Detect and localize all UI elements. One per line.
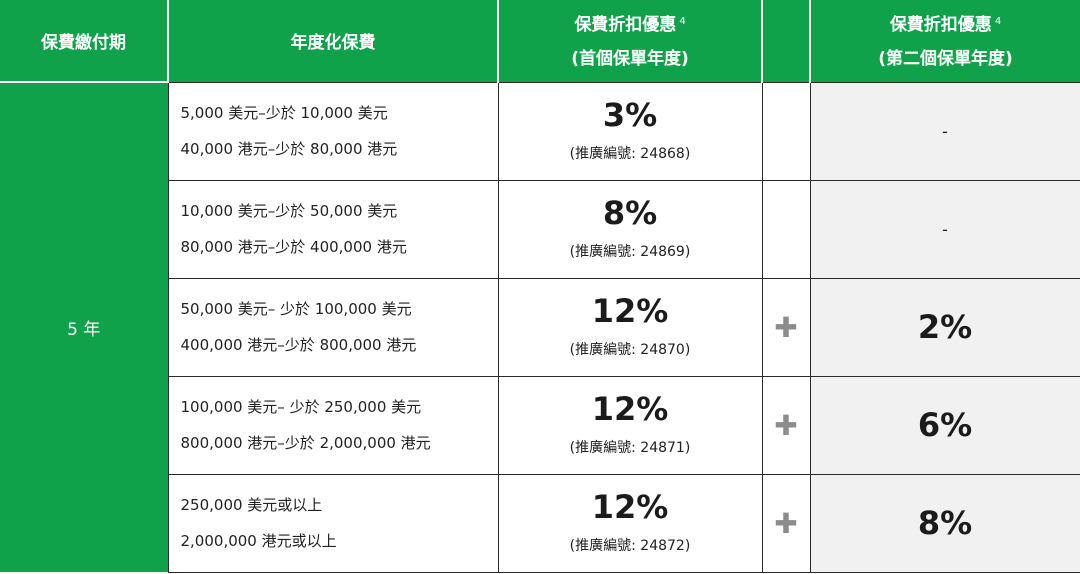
table-row: 10,000 美元–少於 50,000 美元 80,000 港元–少於 400,0…: [0, 179, 1080, 279]
footnote-mark: 4: [994, 16, 1002, 28]
first-year-discount: 12% (推廣編號: 24872): [497, 473, 763, 573]
plus-icon: ✚: [761, 277, 811, 377]
second-year-discount: 6%: [809, 375, 1080, 475]
second-year-discount: -: [809, 81, 1080, 181]
first-year-discount: 12% (推廣編號: 24870): [497, 277, 763, 377]
first-year-discount: 12% (推廣編號: 24871): [497, 375, 763, 475]
header-second-year: 保費折扣優惠 4 (第二個保單年度): [810, 0, 1080, 82]
second-year-discount: 8%: [809, 473, 1080, 573]
plus-icon: ✚: [761, 375, 811, 475]
table-row: 100,000 美元– 少於 250,000 美元 800,000 港元–少於 2…: [0, 375, 1080, 475]
term-cell: 5 年: [0, 81, 168, 572]
second-year-discount: -: [809, 179, 1080, 279]
header-first-year: 保費折扣優惠 4 (首個保單年度): [498, 0, 763, 82]
premium-range: 10,000 美元–少於 50,000 美元 80,000 港元–少於 400,0…: [167, 179, 499, 279]
header-plus-column: [762, 0, 811, 82]
table-row: 50,000 美元– 少於 100,000 美元 400,000 港元–少於 80…: [0, 277, 1080, 377]
plus-cell: [761, 81, 811, 181]
second-year-discount: 2%: [809, 277, 1080, 377]
plus-cell: [761, 179, 811, 279]
plus-icon: ✚: [761, 473, 811, 573]
premium-range: 50,000 美元– 少於 100,000 美元 400,000 港元–少於 80…: [167, 277, 499, 377]
table-row: 5 年 5,000 美元–少於 10,000 美元 40,000 港元–少於 80…: [0, 81, 1080, 572]
first-year-discount: 8% (推廣編號: 24869): [497, 179, 763, 279]
premium-range: 100,000 美元– 少於 250,000 美元 800,000 港元–少於 2…: [167, 375, 499, 475]
header-term: 保費繳付期: [0, 0, 169, 82]
premium-range: 250,000 美元或以上 2,000,000 港元或以上: [167, 473, 499, 573]
premium-range: 5,000 美元–少於 10,000 美元 40,000 港元–少於 80,000…: [167, 81, 499, 181]
header-row: 保費繳付期 年度化保費 保費折扣優惠 4 (首個保單年度) 保費折扣優惠 4 (第二…: [0, 0, 1080, 82]
footnote-mark: 4: [679, 16, 686, 28]
first-year-discount: 3% (推廣編號: 24868): [497, 81, 763, 181]
table-row: 250,000 美元或以上 2,000,000 港元或以上 12% (推廣編號: 2…: [0, 473, 1080, 573]
header-premium: 年度化保費: [168, 0, 499, 82]
